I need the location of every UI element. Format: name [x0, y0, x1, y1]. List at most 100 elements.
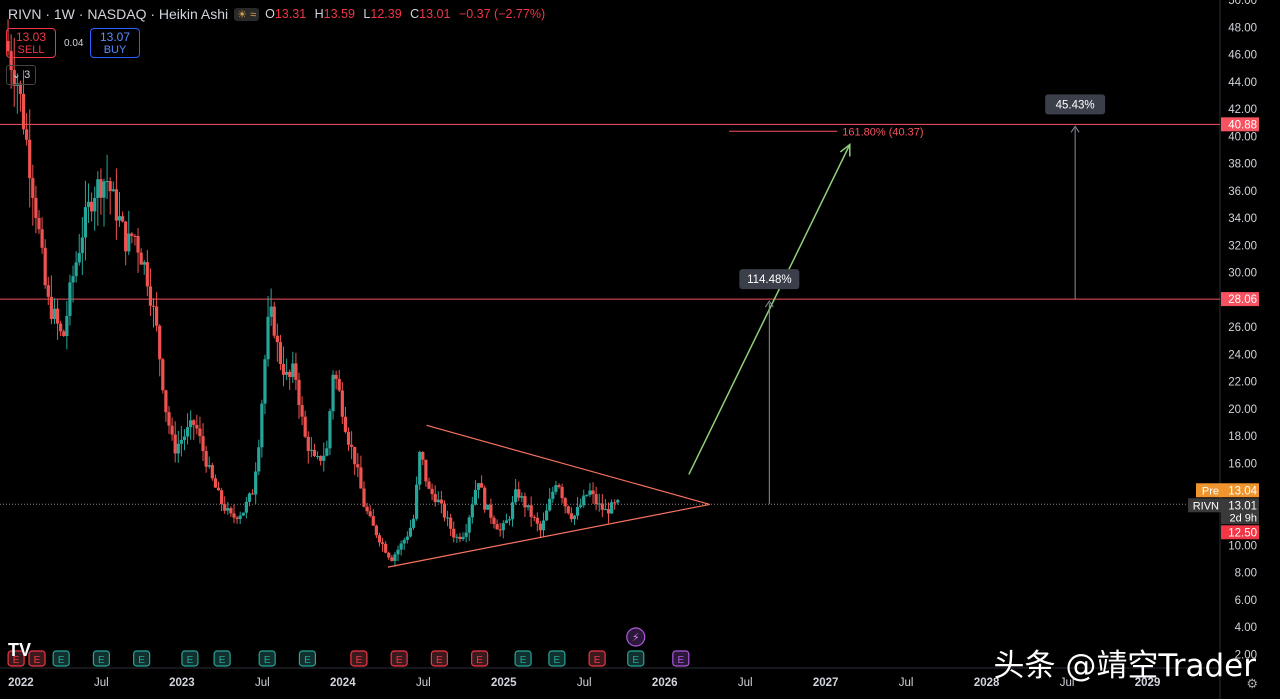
candle-body	[226, 508, 230, 511]
earnings-icon[interactable]	[390, 650, 408, 667]
sell-button[interactable]: 13.03 SELL	[6, 28, 56, 58]
settings-gear-icon[interactable]: ⚙	[1246, 676, 1258, 691]
price-tag-value: 12.50	[1228, 527, 1257, 539]
earnings-glyph: E	[677, 655, 684, 666]
earnings-glyph: E	[396, 655, 403, 666]
candle-body	[569, 513, 573, 520]
candle-body	[266, 316, 270, 360]
earnings-icon[interactable]	[548, 650, 566, 667]
earnings-icon[interactable]	[588, 650, 606, 667]
candle-body	[582, 495, 586, 506]
earnings-glyph: E	[554, 655, 561, 666]
candle-body	[343, 416, 348, 432]
candle-body	[179, 439, 183, 444]
earnings-icon[interactable]	[298, 650, 317, 667]
x-tick-label: 2027	[813, 677, 839, 689]
candle-body	[145, 262, 149, 287]
price-tag-name-box	[1196, 483, 1222, 498]
dividend-event-icon[interactable]	[626, 627, 646, 647]
candle-body	[455, 536, 459, 538]
earnings-icon[interactable]	[514, 650, 532, 667]
earnings-icon[interactable]	[627, 650, 645, 667]
x-tick-label: Jul	[577, 677, 592, 689]
candle-body	[616, 499, 620, 503]
candle-body	[263, 359, 267, 404]
candle-body	[529, 505, 533, 517]
earnings-icon[interactable]	[7, 650, 25, 667]
measure-label: 45.43%	[1056, 99, 1095, 111]
drawings[interactable]: 161.80% (40.37) 114.48% 45.43%	[387, 94, 1106, 568]
candle-body	[501, 523, 505, 531]
candle-body	[260, 403, 264, 448]
candle-body	[99, 179, 103, 198]
market-status-icon[interactable]: ☀ ≈	[234, 7, 260, 21]
candle-body	[585, 494, 589, 496]
y-tick-label: 22.00	[1228, 377, 1257, 389]
x-tick-label: 2024	[330, 677, 356, 689]
candle-body	[328, 411, 332, 449]
candle-body	[439, 499, 443, 504]
tradingview-logo-icon[interactable]: TV	[8, 640, 32, 660]
candle-body	[158, 325, 162, 360]
level-tag-label: 40.88	[1228, 119, 1257, 131]
indicators-toggle-button[interactable]: ⌄ 3	[6, 65, 36, 85]
triangle-lower-trendline[interactable]	[387, 503, 710, 568]
price-tag-box	[1221, 498, 1259, 525]
candle-body	[59, 323, 63, 332]
y-tick-label: 24.00	[1228, 349, 1257, 361]
candle-body	[498, 529, 502, 531]
candle-body	[238, 515, 242, 520]
earnings-icon[interactable]	[52, 650, 70, 667]
x-tick-label: Jul	[94, 677, 109, 689]
candle-body	[371, 516, 375, 526]
candle-body	[600, 503, 604, 510]
candle-body	[9, 51, 13, 71]
x-axis[interactable]: 2022 Jul 2023 Jul 2024 Jul 2025 Jul 2026 Jul 2027 J…	[0, 667, 1220, 689]
candle-body	[105, 181, 109, 183]
triangle-upper-trendline[interactable]	[426, 424, 710, 505]
candle-body	[93, 197, 97, 212]
candle-body	[340, 390, 344, 417]
earnings-icon[interactable]	[28, 650, 46, 667]
x-tick-label: Jul	[255, 677, 270, 689]
candle-body	[374, 525, 378, 536]
lightning-icon: ⚡	[632, 631, 640, 644]
candle-body	[207, 465, 211, 467]
ohlc-values: O13.31 H13.59 L12.39 C13.01 −0.37 (−2.77…	[265, 7, 550, 21]
candle-body	[606, 509, 611, 514]
earnings-icon[interactable]	[430, 650, 448, 667]
earnings-icon[interactable]	[181, 650, 199, 667]
candle-body	[541, 520, 546, 531]
candle-body	[380, 542, 385, 544]
candle-body	[560, 486, 564, 499]
y-axis[interactable]: 2.004.006.008.0010.0012.0014.0016.0018.0…	[1219, 0, 1257, 699]
candle-body	[452, 528, 456, 538]
spread-value: 0.04	[64, 38, 84, 49]
earnings-markers[interactable]: E E E E E E E E E E E E E E E E E E ⚡	[7, 627, 690, 667]
y-tick-label: 32.00	[1228, 240, 1257, 252]
earnings-icon[interactable]	[672, 650, 690, 667]
level-tag	[1221, 117, 1259, 132]
earnings-icon[interactable]	[258, 650, 276, 667]
measure-label-box	[739, 269, 800, 290]
y-tick-label: 8.00	[1235, 568, 1257, 580]
candle-body	[74, 262, 78, 277]
candle-body	[198, 428, 202, 437]
earnings-icon[interactable]	[350, 650, 368, 667]
candle-body	[210, 465, 214, 479]
candle-body	[545, 510, 549, 521]
candles	[6, 19, 620, 567]
candle-body	[216, 487, 221, 491]
earnings-icon[interactable]	[133, 650, 151, 667]
earnings-icon[interactable]	[471, 650, 489, 667]
buy-button[interactable]: 13.07 BUY	[90, 28, 140, 58]
candle-body	[300, 405, 304, 417]
horizontal-levels[interactable]: 40.88 28.06	[0, 117, 1259, 505]
y-tick-label: 20.00	[1228, 404, 1257, 416]
earnings-icon[interactable]	[92, 650, 110, 667]
symbol-title[interactable]: RIVN · 1W · NASDAQ · Heikin Ashi	[8, 6, 229, 22]
candle-body	[390, 557, 394, 561]
candle-body	[464, 532, 468, 537]
earnings-icon[interactable]	[213, 650, 231, 667]
